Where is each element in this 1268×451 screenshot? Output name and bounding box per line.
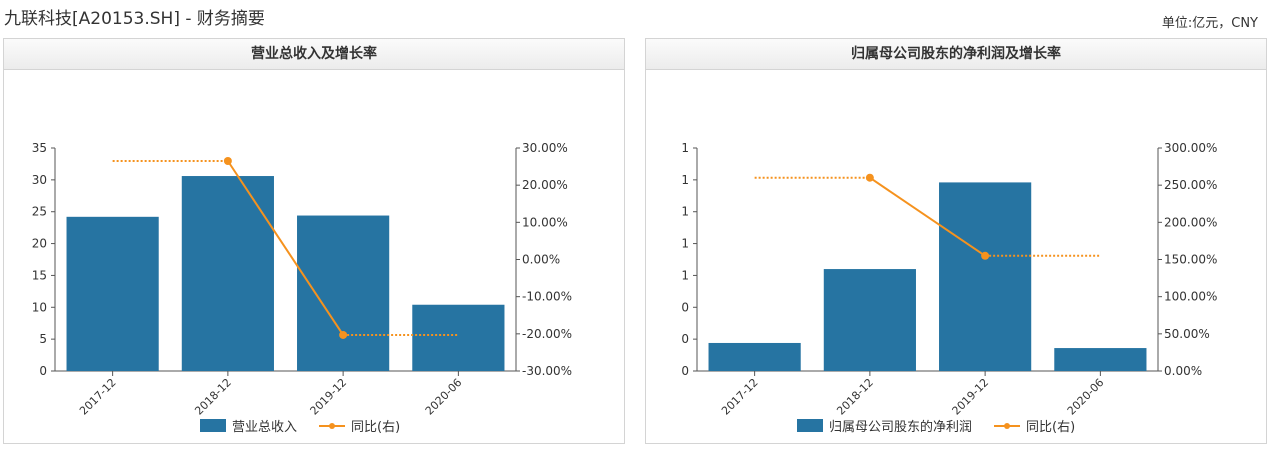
y-tick-label: 1 [681, 237, 689, 251]
revenue-chart: 0 5 10 15 20 25 30 35 -30.00% -20.00% -10.00% 0.00%… [32, 141, 572, 435]
x-tick-label: 2019-12 [950, 376, 992, 418]
legend-line-label: 同比(右) [1026, 420, 1075, 435]
y2-tick-label: 250.00% [1164, 178, 1217, 192]
legend-bar-label: 营业总收入 [232, 420, 297, 435]
x-tick-label: 2019-12 [308, 376, 350, 418]
net-profit-chart-panel: 归属母公司股东的净利润及增长率 0 0 0 1 1 1 1 1 0.00% 50.00% 100.0… [645, 38, 1267, 444]
y-tick-label: 30 [32, 173, 47, 187]
x-tick-label: 2020-06 [423, 376, 465, 418]
growth-point [339, 330, 348, 339]
y2-tick-label: 10.00% [522, 215, 568, 229]
bar [1054, 348, 1147, 371]
x-tick-label: 2017-12 [77, 376, 119, 418]
revenue-chart-panel: 营业总收入及增长率 0 5 10 15 20 25 30 35 -30.00% -20.00% -1… [3, 38, 625, 444]
growth-line [227, 160, 344, 336]
bar [412, 304, 505, 371]
y-tick-label: 1 [681, 268, 689, 282]
bar [939, 182, 1032, 371]
net-profit-chart: 0 0 0 1 1 1 1 1 0.00% 50.00% 100.00% 150.00% 200.00%… [681, 141, 1217, 435]
legend-bar-swatch [200, 419, 226, 432]
x-tick-label: 2017-12 [719, 376, 761, 418]
y2-tick-label: 20.00% [522, 178, 568, 192]
y-tick-label: 10 [32, 300, 47, 314]
legend-line-label: 同比(右) [351, 420, 400, 435]
y-tick-label: 25 [32, 205, 47, 219]
y-tick-label: 0 [681, 364, 689, 378]
chart-title: 归属母公司股东的净利润及增长率 [646, 39, 1266, 70]
y2-tick-label: 50.00% [1164, 327, 1210, 341]
y2-tick-label: 150.00% [1164, 253, 1217, 267]
page-title: 九联科技[A20153.SH] - 财务摘要 [4, 9, 265, 29]
y2-tick-label: 0.00% [522, 253, 560, 267]
y2-tick-label: 200.00% [1164, 215, 1217, 229]
y-tick-label: 1 [681, 173, 689, 187]
y2-tick-label: 30.00% [522, 141, 568, 155]
y2-tick-label: 0.00% [1164, 364, 1202, 378]
growth-line [869, 176, 986, 257]
y-tick-label: 1 [681, 205, 689, 219]
legend-bar-swatch [797, 419, 823, 432]
y-tick-label: 15 [32, 268, 47, 282]
y-tick-label: 1 [681, 141, 689, 155]
y-tick-label: 20 [32, 237, 47, 251]
growth-point [865, 173, 874, 182]
chart-title: 营业总收入及增长率 [4, 39, 624, 70]
bar [708, 342, 801, 371]
legend-line-marker [329, 423, 336, 429]
y-tick-label: 5 [39, 332, 47, 346]
y-tick-label: 0 [681, 332, 689, 346]
legend-bar-label: 归属母公司股东的净利润 [829, 419, 972, 435]
y2-tick-label: -20.00% [522, 327, 572, 341]
x-tick-label: 2020-06 [1065, 376, 1107, 418]
bar [181, 176, 274, 371]
unit-label: 单位:亿元，CNY [1161, 16, 1258, 31]
legend-line-marker [1004, 423, 1011, 429]
y-tick-label: 35 [32, 141, 47, 155]
bar [823, 269, 916, 371]
growth-point [981, 251, 990, 260]
y2-tick-label: 100.00% [1164, 290, 1217, 304]
y2-tick-label: -30.00% [522, 364, 572, 378]
y-tick-label: 0 [681, 300, 689, 314]
y-tick-label: 0 [39, 364, 47, 378]
y2-tick-label: 300.00% [1164, 141, 1217, 155]
x-tick-label: 2018-12 [834, 376, 876, 418]
bar [66, 216, 159, 371]
x-tick-label: 2018-12 [192, 376, 234, 418]
y2-tick-label: -10.00% [522, 290, 572, 304]
bar [297, 215, 390, 371]
growth-point [223, 157, 232, 166]
